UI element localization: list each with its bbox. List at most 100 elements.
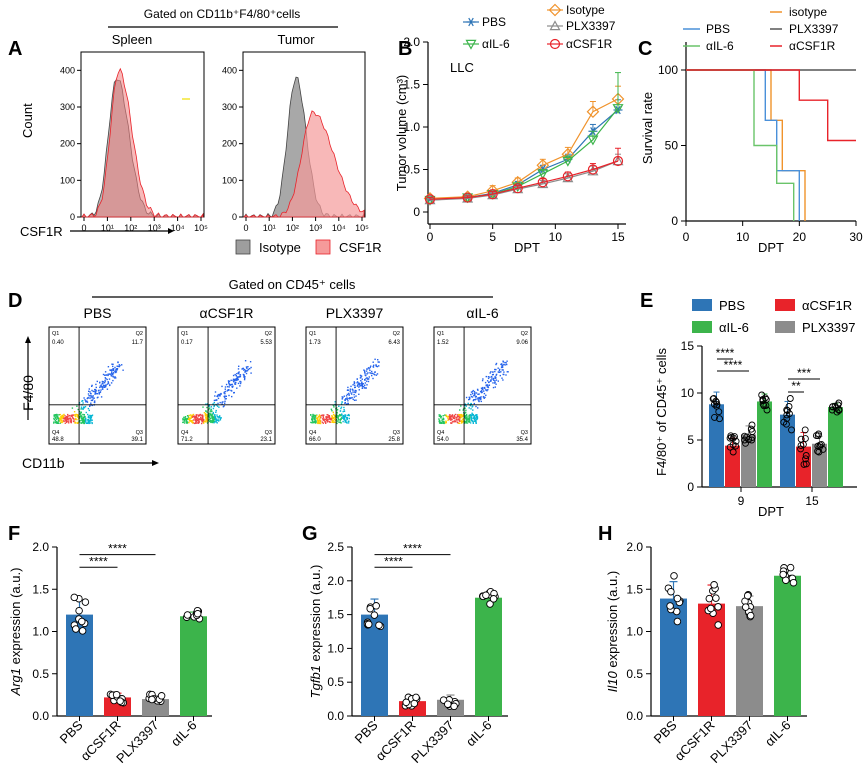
f-dot [78,627,87,635]
d-event [334,419,337,421]
d-event [345,417,348,419]
d-event [236,379,238,381]
b-point [587,165,599,176]
d-event [68,415,71,417]
c-legend-ail6: αIL-6 [706,39,734,53]
d-q2-value: 9.06 [516,340,528,346]
e-dot [812,432,820,440]
d-event [60,416,62,418]
d-event [205,414,207,416]
d-event [449,416,451,418]
f-ytick-label: 1.0 [32,625,49,639]
d-event [365,374,367,377]
d-event [368,368,370,370]
d-event [183,419,186,421]
d-event [215,399,218,401]
d-event [77,408,79,411]
d-event [503,363,505,366]
c-legend-acsf1r: αCSF1R [789,39,836,53]
d-event [455,418,457,421]
d-event [117,361,119,363]
a-ytick-label: 0 [232,212,237,222]
d-event [374,371,376,373]
d-event [208,405,210,407]
d-event [492,382,494,384]
d-event [342,415,344,418]
e-bar [757,401,772,487]
d-event [351,396,353,399]
f-dot [148,695,156,704]
f-bar [180,616,207,716]
d-event [244,370,246,373]
d-event [63,417,65,419]
d-event [320,416,322,419]
b-point [537,178,549,189]
e-legend-plx-swatch [775,321,795,333]
d-q2-label: Q2 [521,331,528,337]
d-event [334,417,336,419]
d-event [242,373,245,376]
d-event [210,409,212,411]
d-event [339,410,342,412]
d-event [458,420,461,422]
d-event [465,414,467,417]
d-event [337,415,339,417]
d-event [333,406,335,408]
b-xlabel: DPT [514,240,540,255]
d-event [213,418,215,420]
d-event [203,419,205,422]
d-event [82,418,84,420]
d-event [65,418,67,420]
d-event [342,410,344,413]
d-event [372,366,375,368]
d-event [468,421,470,423]
d-event [102,388,104,390]
d-q1-value: 1.73 [309,340,321,346]
d-event [323,414,325,416]
d-event [473,420,476,422]
d-q4-label: Q4 [52,430,59,436]
d-event [73,411,76,413]
d-event [110,382,113,384]
d-event [478,393,480,395]
b-legend: PBS αIL-6 Isotype PLX3397 αCSF1R [463,3,616,51]
d-event [105,377,107,380]
g-xtick-label: PLX3397 [408,718,456,766]
d-event [99,385,102,387]
d-event [471,420,473,422]
d-event [359,385,361,387]
h-dot [667,587,675,596]
d-event [66,415,68,418]
d-event [317,421,319,423]
f-ytick-label: 0.5 [32,667,49,681]
d-event [234,383,236,385]
d-event [237,378,239,381]
d-event [86,400,88,402]
b-point [537,177,548,188]
d-event [61,415,63,418]
a-ytick-label: 200 [222,139,237,149]
d-event [458,415,460,417]
d-event [490,380,492,382]
c-ticks: 0 10 20 30 0 50 100 [658,63,863,244]
d-event [208,415,210,417]
d-event [361,384,363,387]
d-event [99,386,101,389]
d-event [312,414,314,416]
d-event [221,385,223,388]
d-event [185,422,188,424]
d-event [94,392,97,394]
d-event [335,413,338,416]
d-q3-value: 23.1 [260,437,272,443]
d-event [462,415,464,417]
d-event [438,415,441,418]
d-event [228,380,231,382]
d-event [352,398,354,400]
d-event [471,391,474,393]
d-event [449,417,451,419]
d-event [327,414,329,416]
d-event [346,393,349,396]
d-event [216,419,218,421]
d-q3-value: 25.8 [388,437,400,443]
d-event [209,413,212,416]
